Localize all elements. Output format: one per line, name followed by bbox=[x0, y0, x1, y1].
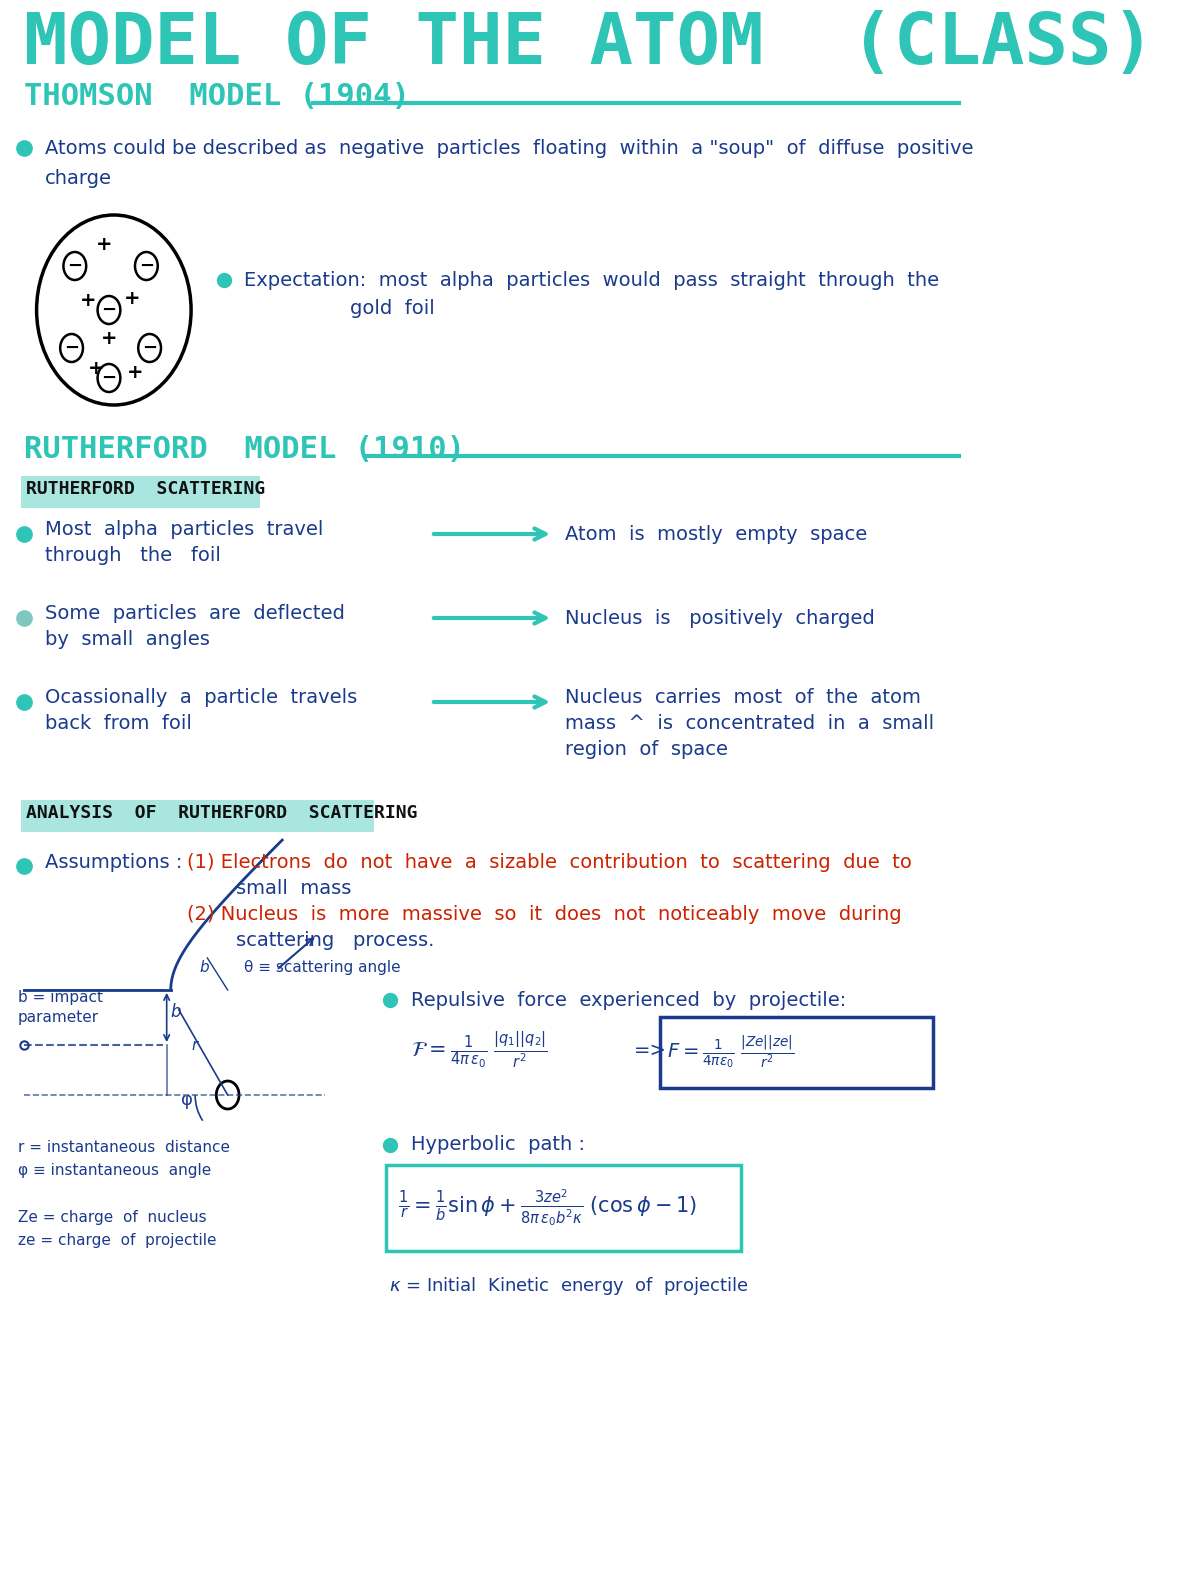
Text: THOMSON  MODEL (1904): THOMSON MODEL (1904) bbox=[24, 82, 410, 110]
Text: gold  foil: gold foil bbox=[349, 299, 434, 318]
Text: θ ≡ scattering angle: θ ≡ scattering angle bbox=[244, 961, 401, 975]
FancyBboxPatch shape bbox=[22, 476, 260, 509]
Text: +: + bbox=[101, 329, 118, 348]
Text: +: + bbox=[96, 235, 113, 254]
Text: r = instantaneous  distance: r = instantaneous distance bbox=[18, 1140, 230, 1154]
Text: ze = charge  of  projectile: ze = charge of projectile bbox=[18, 1233, 216, 1247]
Text: −: − bbox=[64, 339, 79, 358]
Text: parameter: parameter bbox=[18, 1010, 100, 1025]
Text: (2) Nucleus  is  more  massive  so  it  does  not  noticeably  move  during: (2) Nucleus is more massive so it does n… bbox=[187, 906, 901, 925]
Text: φ ≡ instantaneous  angle: φ ≡ instantaneous angle bbox=[18, 1162, 211, 1178]
FancyBboxPatch shape bbox=[22, 800, 374, 832]
Text: ANALYSIS  OF  RUTHERFORD  SCATTERING: ANALYSIS OF RUTHERFORD SCATTERING bbox=[26, 803, 418, 822]
Text: through   the   foil: through the foil bbox=[44, 547, 221, 565]
Text: +: + bbox=[127, 362, 143, 381]
Text: MODEL OF THE ATOM  (CLASS): MODEL OF THE ATOM (CLASS) bbox=[24, 9, 1156, 79]
Text: −: − bbox=[101, 301, 116, 320]
Text: small  mass: small mass bbox=[236, 879, 352, 898]
Text: $\kappa$ = Initial  Kinetic  energy  of  projectile: $\kappa$ = Initial Kinetic energy of pro… bbox=[389, 1276, 748, 1296]
Text: Atom  is  mostly  empty  space: Atom is mostly empty space bbox=[565, 524, 868, 543]
Text: b = impact: b = impact bbox=[18, 991, 103, 1005]
Text: $\mathcal{F} = \frac{1}{4\pi\,\varepsilon_0}\;\frac{|q_1||q_2|}{r^2}$: $\mathcal{F} = \frac{1}{4\pi\,\varepsilo… bbox=[410, 1030, 547, 1071]
Text: Nucleus  carries  most  of  the  atom: Nucleus carries most of the atom bbox=[565, 688, 920, 707]
Text: Ocassionally  a  particle  travels: Ocassionally a particle travels bbox=[44, 688, 356, 707]
Text: Some  particles  are  deflected: Some particles are deflected bbox=[44, 603, 344, 624]
Text: Hyperbolic  path :: Hyperbolic path : bbox=[410, 1136, 584, 1154]
Text: $\frac{1}{r} = \frac{1}{b}\sin\phi + \frac{3ze^2}{8\pi\,\varepsilon_0 b^2\kappa}: $\frac{1}{r} = \frac{1}{b}\sin\phi + \fr… bbox=[398, 1188, 697, 1228]
Text: RUTHERFORD  SCATTERING: RUTHERFORD SCATTERING bbox=[26, 480, 265, 498]
Text: b: b bbox=[170, 1003, 181, 1021]
Text: +: + bbox=[124, 288, 140, 307]
Text: Nucleus  is   positively  charged: Nucleus is positively charged bbox=[565, 608, 875, 627]
Text: scattering   process.: scattering process. bbox=[236, 931, 434, 950]
Text: back  from  foil: back from foil bbox=[44, 713, 192, 732]
Text: Atoms could be described as  negative  particles  floating  within  a "soup"  of: Atoms could be described as negative par… bbox=[44, 139, 973, 158]
FancyBboxPatch shape bbox=[660, 1017, 934, 1088]
Text: =>: => bbox=[635, 1041, 667, 1060]
Text: −: − bbox=[67, 257, 83, 276]
Text: +: + bbox=[88, 359, 104, 378]
Text: Repulsive  force  experienced  by  projectile:: Repulsive force experienced by projectil… bbox=[410, 991, 846, 1010]
Text: by  small  angles: by small angles bbox=[44, 630, 210, 649]
Text: b: b bbox=[199, 961, 209, 975]
Text: mass  ^  is  concentrated  in  a  small: mass ^ is concentrated in a small bbox=[565, 713, 935, 732]
Text: charge: charge bbox=[44, 169, 112, 187]
Text: region  of  space: region of space bbox=[565, 740, 728, 759]
Text: r: r bbox=[191, 1038, 197, 1052]
Text: Expectation:  most  alpha  particles  would  pass  straight  through  the: Expectation: most alpha particles would … bbox=[244, 271, 940, 290]
FancyBboxPatch shape bbox=[386, 1166, 740, 1251]
Text: −: − bbox=[142, 339, 157, 358]
Text: −: − bbox=[139, 257, 154, 276]
Text: Assumptions :: Assumptions : bbox=[44, 854, 194, 873]
Text: RUTHERFORD  MODEL (1910): RUTHERFORD MODEL (1910) bbox=[24, 435, 466, 465]
Text: φ: φ bbox=[181, 1091, 193, 1109]
Text: $F = \frac{1}{4\pi\varepsilon_0}\;\frac{|Ze||ze|}{r^2}$: $F = \frac{1}{4\pi\varepsilon_0}\;\frac{… bbox=[667, 1033, 794, 1071]
Text: −: − bbox=[101, 369, 116, 387]
Text: +: + bbox=[79, 290, 96, 310]
Text: (1) Electrons  do  not  have  a  sizable  contribution  to  scattering  due  to: (1) Electrons do not have a sizable cont… bbox=[187, 854, 912, 873]
Text: Ze = charge  of  nucleus: Ze = charge of nucleus bbox=[18, 1210, 206, 1225]
Text: Most  alpha  particles  travel: Most alpha particles travel bbox=[44, 520, 323, 539]
